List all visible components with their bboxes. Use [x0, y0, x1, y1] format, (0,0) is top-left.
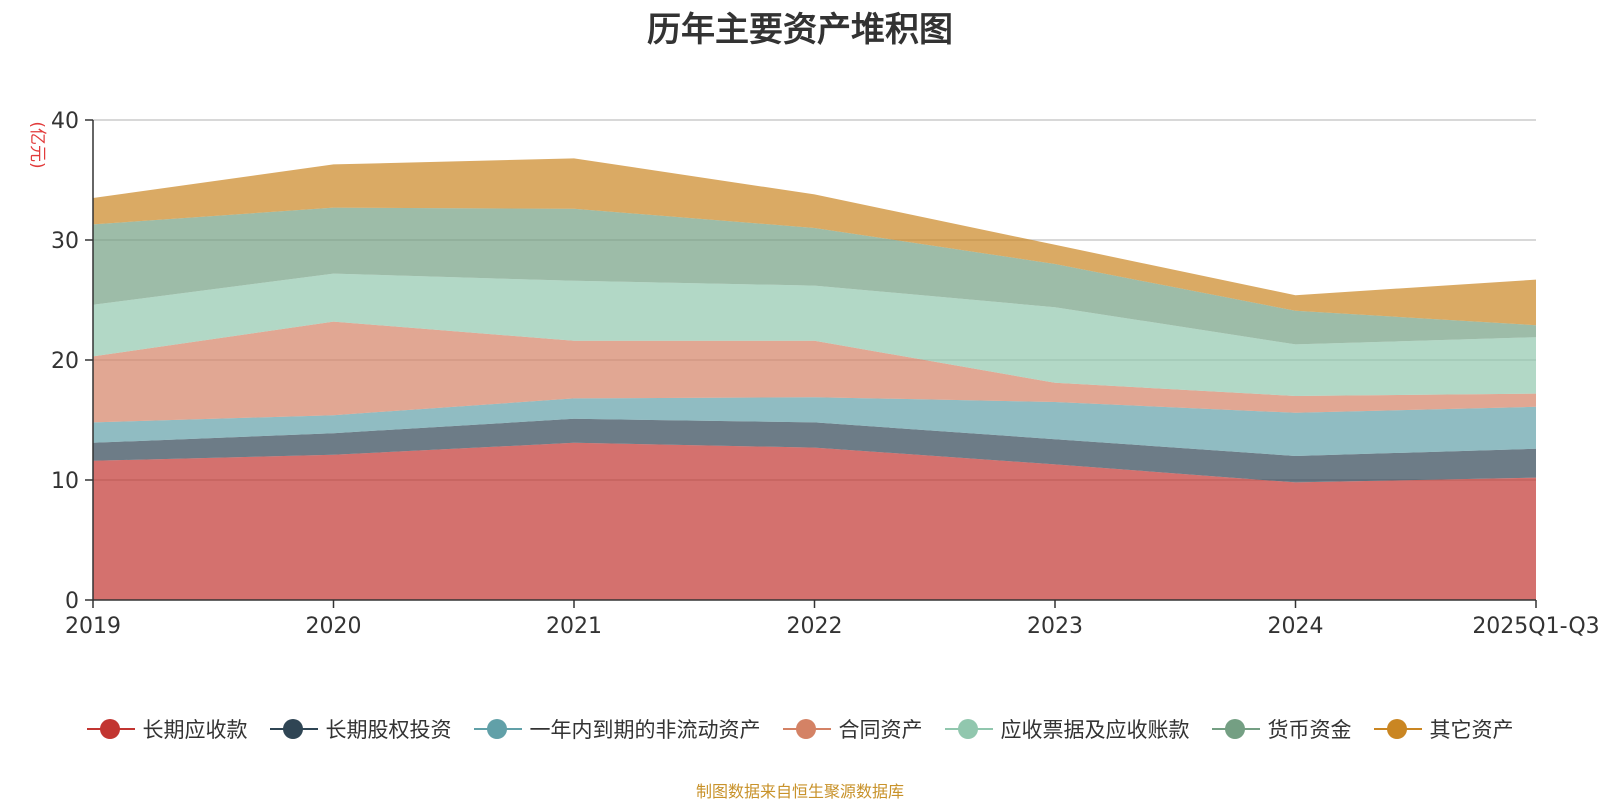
legend-label: 长期应收款	[142, 718, 248, 742]
legend-label: 一年内到期的非流动资产	[529, 718, 761, 742]
legend-dot-icon	[282, 719, 303, 739]
series-areas	[93, 158, 1536, 600]
x-tick-label: 2023	[1027, 614, 1083, 639]
legend-item[interactable]: 其它资产	[1373, 714, 1514, 744]
area-series-4	[93, 273, 1536, 396]
legend-item[interactable]: 应收票据及应收账款	[944, 714, 1190, 744]
y-tick-label: 0	[65, 589, 79, 614]
legend-marker-icon	[269, 719, 318, 739]
area-series-0	[93, 442, 1536, 600]
legend-marker-icon	[944, 719, 993, 739]
legend-marker-icon	[782, 719, 831, 739]
legend-dot-icon	[1224, 719, 1245, 739]
area-series-6	[93, 158, 1536, 326]
x-tick-label: 2019	[65, 614, 121, 639]
legend-dot-icon	[486, 719, 507, 739]
chart-plot: 0 10 20 30 40 2019 2020 2021 2022 2023 2024 2025Q1-…	[27, 109, 1600, 639]
legend-item[interactable]: 长期应收款	[86, 714, 248, 744]
legend-item[interactable]: 一年内到期的非流动资产	[473, 714, 761, 744]
legend-marker-icon	[86, 719, 135, 739]
legend-dot-icon	[795, 719, 816, 739]
source-note: 制图数据来自恒生聚源数据库	[695, 782, 904, 801]
legend-marker-icon	[1373, 719, 1422, 739]
axes: 0 10 20 30 40 2019 2020 2021 2022 2023 2024 2025Q1-…	[51, 109, 1600, 639]
area-series-1	[93, 418, 1536, 483]
x-tick-label: 2022	[787, 614, 843, 639]
x-tick-label: 2024	[1268, 614, 1324, 639]
area-series-5	[93, 207, 1536, 345]
legend-item[interactable]: 长期股权投资	[269, 714, 452, 744]
area-series-2	[93, 397, 1536, 456]
legend-label: 应收票据及应收账款	[1000, 718, 1190, 742]
area-series-3	[93, 321, 1536, 423]
y-tick-label: 30	[51, 229, 79, 254]
legend-marker-icon	[1211, 719, 1260, 739]
legend-label: 合同资产	[838, 718, 923, 742]
legend-item[interactable]: 合同资产	[782, 714, 923, 744]
y-tick-label: 20	[51, 349, 79, 374]
legend-dot-icon	[1386, 719, 1407, 739]
x-tick-label: 2020	[306, 614, 362, 639]
legend-item[interactable]: 货币资金	[1211, 714, 1352, 744]
y-axis-unit-label: (亿元)	[27, 121, 47, 168]
x-tick-label: 2025Q1-Q3	[1472, 614, 1599, 639]
y-tick-label: 10	[51, 469, 79, 494]
legend-marker-icon	[473, 719, 522, 739]
y-tick-label: 40	[51, 109, 79, 134]
legend-label: 其它资产	[1429, 718, 1514, 742]
legend: 长期应收款 长期股权投资 一年内到期的非流动资产 合同资产 应收票据及应收账款 货币资金 其…	[0, 714, 1600, 744]
legend-label: 长期股权投资	[325, 718, 452, 742]
legend-label: 货币资金	[1267, 718, 1352, 742]
legend-dot-icon	[99, 719, 120, 739]
x-tick-label: 2021	[546, 614, 602, 639]
chart-title: 历年主要资产堆积图	[647, 10, 953, 50]
legend-dot-icon	[957, 719, 978, 739]
